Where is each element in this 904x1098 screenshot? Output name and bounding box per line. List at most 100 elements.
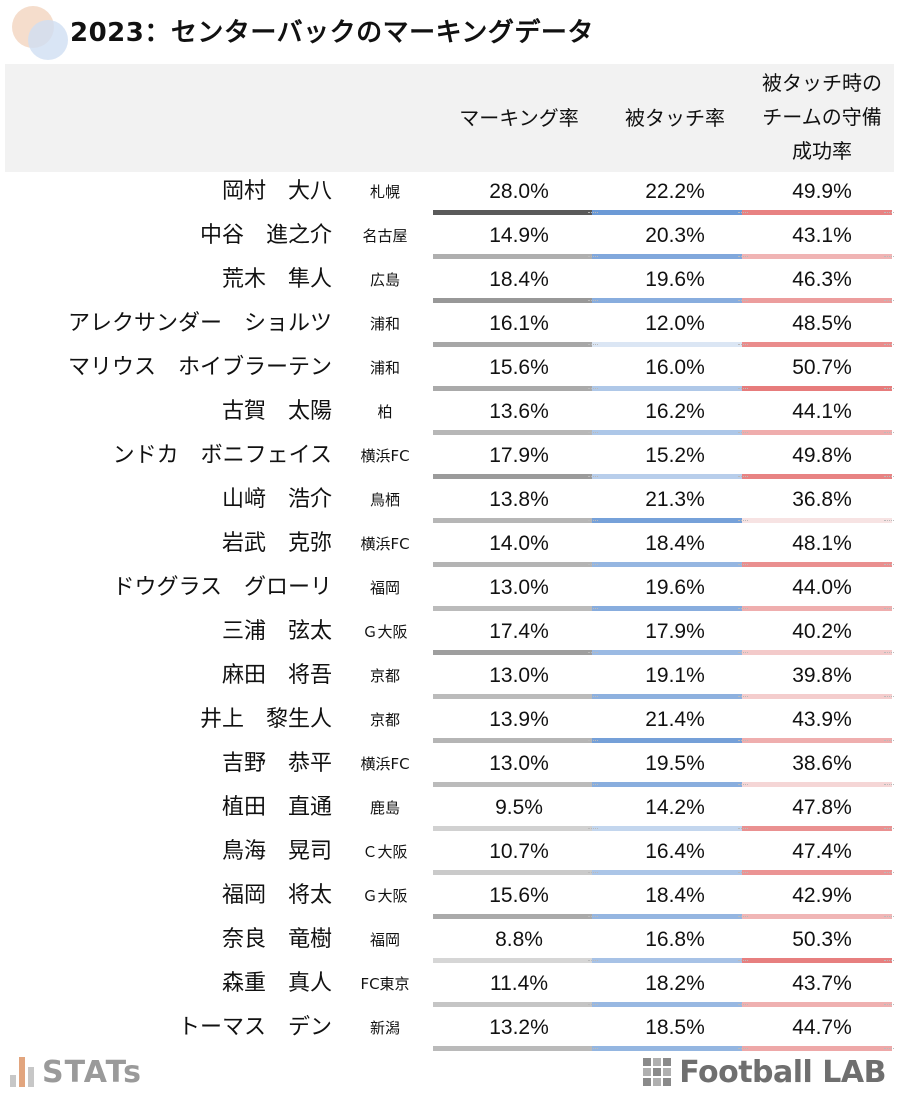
table-row: 麻田 将吾 京都 13.0% 19.1% 39.8% bbox=[5, 656, 894, 700]
table-row: 奈良 竜樹 福岡 8.8% 16.8% 50.3% bbox=[5, 920, 894, 964]
player-name: 鳥海 晃司 bbox=[221, 839, 332, 864]
marking-rate-bar bbox=[433, 298, 592, 303]
player-club: 横浜FC bbox=[360, 535, 410, 553]
touched-rate-value: 12.0% bbox=[645, 312, 705, 335]
defense-success-value: 39.8% bbox=[792, 664, 852, 687]
bar-dots bbox=[884, 652, 894, 657]
marking-rate-value: 8.8% bbox=[495, 928, 543, 951]
touched-rate-value: 16.0% bbox=[645, 356, 705, 379]
touched-rate-value: 19.6% bbox=[645, 268, 705, 291]
defense-success-bar bbox=[742, 606, 892, 611]
bar-dots bbox=[738, 784, 748, 789]
bar-dots bbox=[588, 520, 598, 525]
defense-success-value: 43.9% bbox=[792, 708, 852, 731]
defense-success-bar bbox=[742, 342, 892, 347]
touched-rate-value: 16.8% bbox=[645, 928, 705, 951]
player-club: 札幌 bbox=[369, 183, 400, 201]
table-row: 植田 直通 鹿島 9.5% 14.2% 47.8% bbox=[5, 788, 894, 832]
player-name: アレクサンダー ショルツ bbox=[67, 311, 332, 336]
defense-success-value: 40.2% bbox=[792, 620, 852, 643]
header-touched-rate: 被タッチ率 bbox=[625, 106, 725, 130]
touched-rate-value: 19.1% bbox=[645, 664, 705, 687]
touched-rate-value: 19.6% bbox=[645, 576, 705, 599]
defense-success-value: 46.3% bbox=[792, 268, 852, 291]
defense-success-bar bbox=[742, 386, 892, 391]
table-row: 古賀 太陽 柏 13.6% 16.2% 44.1% bbox=[5, 392, 894, 436]
player-club: Ｃ大阪 bbox=[362, 843, 408, 861]
touched-rate-bar bbox=[592, 562, 742, 567]
table-row: トーマス デン 新潟 13.2% 18.5% 44.7% bbox=[5, 1008, 894, 1052]
defense-success-value: 44.1% bbox=[792, 400, 852, 423]
bar-dots bbox=[738, 432, 748, 437]
bar-dots bbox=[738, 388, 748, 393]
defense-success-value: 38.6% bbox=[792, 752, 852, 775]
bar-dots bbox=[884, 300, 894, 305]
touched-rate-value: 22.2% bbox=[645, 180, 705, 203]
bar-dots bbox=[588, 564, 598, 569]
defense-success-bar bbox=[742, 518, 892, 523]
marking-rate-bar bbox=[433, 606, 592, 611]
bar-dots bbox=[738, 960, 748, 965]
marking-rate-value: 17.4% bbox=[489, 620, 549, 643]
defense-success-bar bbox=[742, 782, 892, 787]
stats-logo: STATs bbox=[10, 1052, 142, 1092]
defense-success-value: 48.1% bbox=[792, 532, 852, 555]
touched-rate-value: 21.4% bbox=[645, 708, 705, 731]
bar-dots bbox=[738, 696, 748, 701]
marking-rate-bar bbox=[433, 518, 592, 523]
bar-dots bbox=[884, 520, 894, 525]
touched-rate-value: 18.4% bbox=[645, 532, 705, 555]
football-lab-logo-icon bbox=[643, 1058, 672, 1086]
title-decoration-circles bbox=[10, 4, 70, 64]
marking-rate-value: 14.0% bbox=[489, 532, 549, 555]
bar-dots bbox=[738, 564, 748, 569]
player-club: 名古屋 bbox=[362, 227, 408, 245]
defense-success-value: 48.5% bbox=[792, 312, 852, 335]
bar-dots bbox=[588, 828, 598, 833]
touched-rate-bar bbox=[592, 1046, 742, 1051]
bar-dots bbox=[884, 476, 894, 481]
touched-rate-bar bbox=[592, 958, 742, 963]
defense-success-value: 49.8% bbox=[792, 444, 852, 467]
bar-dots bbox=[884, 212, 894, 217]
player-name: ドウグラス グローリ bbox=[112, 575, 332, 600]
marking-rate-value: 11.4% bbox=[490, 972, 548, 995]
bar-dots bbox=[884, 608, 894, 613]
marking-rate-bar bbox=[433, 1002, 592, 1007]
marking-rate-bar bbox=[433, 782, 592, 787]
page-title: 2023：センターバックのマーキングデータ bbox=[70, 18, 594, 48]
marking-rate-bar bbox=[433, 694, 592, 699]
marking-rate-bar bbox=[433, 650, 592, 655]
touched-rate-value: 16.4% bbox=[645, 840, 705, 863]
player-club: FC東京 bbox=[360, 975, 410, 993]
bar-dots bbox=[884, 388, 894, 393]
player-table: 岡村 大八 札幌 28.0% 22.2% 49.9% 中谷 進之介 名古屋 14.9% 20.3… bbox=[5, 172, 894, 1052]
touched-rate-value: 18.5% bbox=[645, 1016, 705, 1039]
touched-rate-bar bbox=[592, 782, 742, 787]
marking-rate-value: 13.6% bbox=[489, 400, 549, 423]
bar-dots bbox=[738, 300, 748, 305]
touched-rate-bar bbox=[592, 210, 742, 215]
bar-dots bbox=[738, 344, 748, 349]
player-name: 麻田 将吾 bbox=[221, 663, 332, 688]
touched-rate-bar bbox=[592, 1002, 742, 1007]
touched-rate-value: 20.3% bbox=[645, 224, 705, 247]
marking-rate-value: 18.4% bbox=[489, 268, 549, 291]
player-name: 山﨑 浩介 bbox=[221, 487, 332, 512]
defense-success-value: 44.7% bbox=[792, 1016, 852, 1039]
bar-dots bbox=[738, 520, 748, 525]
player-name: 中谷 進之介 bbox=[199, 223, 332, 248]
marking-rate-value: 14.9% bbox=[489, 224, 549, 247]
table-header: マーキング率 被タッチ率 被タッチ時の チームの守備 成功率 bbox=[5, 64, 894, 172]
touched-rate-value: 16.2% bbox=[645, 400, 705, 423]
defense-success-bar bbox=[742, 870, 892, 875]
marking-rate-bar bbox=[433, 430, 592, 435]
defense-success-bar bbox=[742, 430, 892, 435]
bar-dots bbox=[884, 564, 894, 569]
bar-dots bbox=[738, 1004, 748, 1009]
bar-dots bbox=[588, 476, 598, 481]
player-club: Ｇ大阪 bbox=[362, 623, 408, 641]
marking-rate-bar bbox=[433, 474, 592, 479]
player-club: Ｇ大阪 bbox=[362, 887, 408, 905]
player-club: 広島 bbox=[369, 271, 400, 289]
